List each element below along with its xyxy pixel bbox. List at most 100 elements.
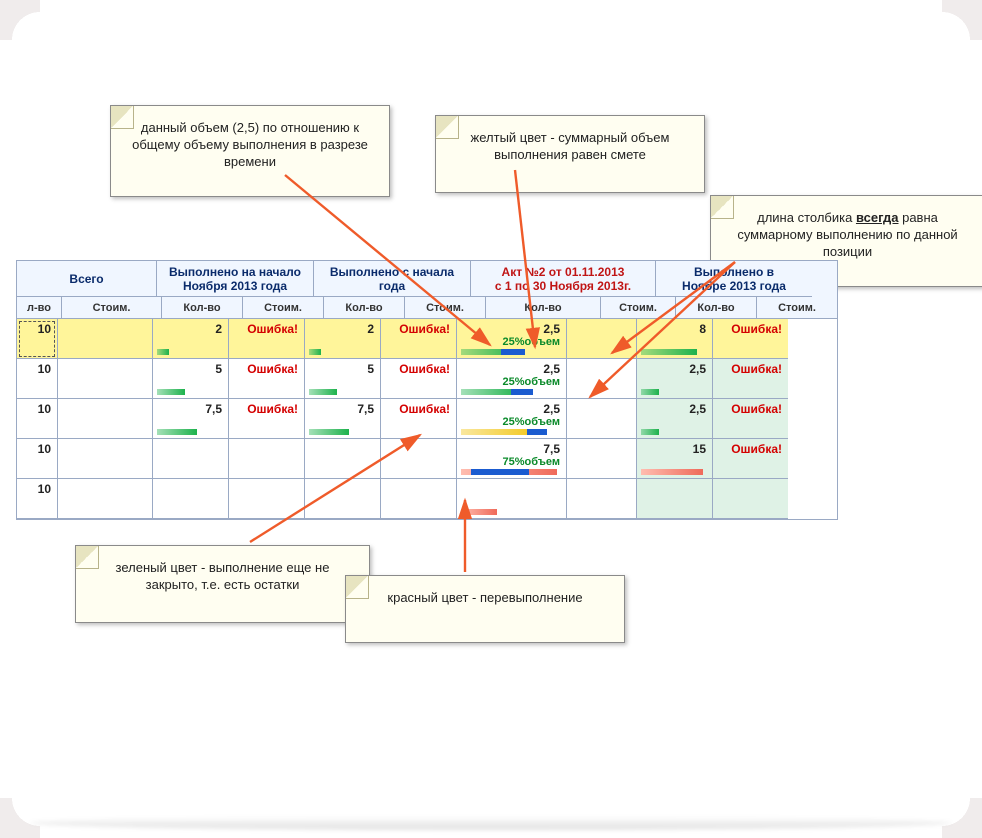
table-cell	[57, 359, 152, 399]
table-cell	[566, 319, 636, 359]
table-cell: 7,5	[152, 399, 228, 439]
percent-label: 25%объем	[502, 376, 560, 388]
callout-text: данный объем (2,5) по отношению к общему…	[132, 120, 368, 169]
table-cell: 10	[17, 319, 57, 359]
table-cell	[636, 479, 712, 519]
cell-value: 5	[215, 362, 222, 376]
progress-bar	[461, 509, 497, 515]
progress-marker	[511, 389, 533, 395]
table-cell	[380, 479, 456, 519]
table-cell: 2,525%объем	[456, 359, 566, 399]
table-cell	[57, 399, 152, 439]
cell-value: 2,5	[543, 402, 560, 416]
table-cell: Ошибка!	[380, 319, 456, 359]
table-cell	[304, 479, 380, 519]
table-cell: 5	[304, 359, 380, 399]
table-cell	[566, 399, 636, 439]
corner-decoration	[0, 0, 40, 40]
cell-value: 7,5	[357, 402, 374, 416]
cell-value: 10	[38, 362, 51, 376]
table-cell: 15	[636, 439, 712, 479]
table-cell	[304, 439, 380, 479]
callout-text: зеленый цвет - выполнение еще не закрыто…	[116, 560, 330, 592]
table-cell: 2,525%объем	[456, 319, 566, 359]
table-row: 10	[17, 479, 837, 519]
column-group-header: Выполнено в Ноябре 2013 года	[655, 261, 812, 297]
table-cell: Ошибка!	[712, 359, 788, 399]
table-cell: 2	[304, 319, 380, 359]
progress-table: ВсегоВыполнено на начало Ноября 2013 год…	[16, 260, 838, 520]
cell-value: 10	[38, 482, 51, 496]
cell-value: 2	[215, 322, 222, 336]
cell-value: 10	[38, 402, 51, 416]
cell-value: 5	[367, 362, 374, 376]
cell-value: 7,5	[205, 402, 222, 416]
table-row: 105Ошибка!5Ошибка!2,525%объем2,5Ошибка!	[17, 359, 837, 399]
cell-value: 2	[367, 322, 374, 336]
error-value: Ошибка!	[399, 362, 450, 376]
table-cell: 2,5	[636, 399, 712, 439]
table-header-groups: ВсегоВыполнено на начало Ноября 2013 год…	[17, 261, 837, 297]
corner-decoration	[0, 798, 40, 838]
cell-value: 8	[699, 322, 706, 336]
error-value: Ошибка!	[731, 322, 782, 336]
table-cell	[380, 439, 456, 479]
error-value: Ошибка!	[399, 322, 450, 336]
column-header: Стоим.	[404, 297, 485, 319]
table-header-columns: л-воСтоим.Кол-воСтоим.Кол-воСтоим.Кол-во…	[17, 297, 837, 319]
table-cell: Ошибка!	[380, 399, 456, 439]
callout-text-pre: длина столбика	[757, 210, 856, 225]
table-cell	[57, 479, 152, 519]
table-cell: 2,5	[636, 359, 712, 399]
progress-marker	[471, 469, 529, 475]
table-cell: Ошибка!	[380, 359, 456, 399]
column-header: Стоим.	[61, 297, 161, 319]
cell-value: 2,5	[689, 362, 706, 376]
table-cell: Ошибка!	[228, 319, 304, 359]
callout-green-meaning: зеленый цвет - выполнение еще не закрыто…	[75, 545, 370, 623]
error-value: Ошибка!	[247, 322, 298, 336]
column-header: Кол-во	[675, 297, 756, 319]
column-header: Стоим.	[242, 297, 323, 319]
table-cell: 7,575%объем	[456, 439, 566, 479]
callout-text-bold: всегда	[856, 210, 899, 225]
callout-text: красный цвет - перевыполнение	[387, 590, 582, 605]
cell-value: 15	[693, 442, 706, 456]
progress-bar	[157, 349, 169, 355]
column-header: Стоим.	[600, 297, 675, 319]
progress-bar	[309, 429, 349, 435]
progress-marker	[501, 349, 525, 355]
corner-decoration	[942, 798, 982, 838]
error-value: Ошибка!	[731, 362, 782, 376]
table-cell: 2	[152, 319, 228, 359]
table-row: 107,5Ошибка!7,5Ошибка!2,525%объем2,5Ошиб…	[17, 399, 837, 439]
percent-label: 75%объем	[502, 456, 560, 468]
corner-decoration	[942, 0, 982, 40]
cell-value: 10	[38, 442, 51, 456]
table-cell	[566, 439, 636, 479]
shadow-decoration	[30, 816, 952, 830]
cell-value: 2,5	[543, 362, 560, 376]
progress-bar	[157, 389, 185, 395]
column-group-header: Выполнено на начало Ноября 2013 года	[156, 261, 313, 297]
table-cell: Ошибка!	[228, 399, 304, 439]
callout-red-meaning: красный цвет - перевыполнение	[345, 575, 625, 643]
table-cell: 10	[17, 479, 57, 519]
table-cell	[566, 359, 636, 399]
table-cell: Ошибка!	[712, 439, 788, 479]
table-cell: Ошибка!	[712, 399, 788, 439]
column-header: л-во	[17, 297, 61, 319]
table-cell	[566, 479, 636, 519]
table-cell: 10	[17, 399, 57, 439]
error-value: Ошибка!	[731, 442, 782, 456]
table-cell: Ошибка!	[228, 359, 304, 399]
cell-value: 7,5	[543, 442, 560, 456]
column-group-header: Выполнено с начала года	[313, 261, 470, 297]
table-row: 10 2 Ошибка! 2 Ошибка! 2,525%объем 8 Ошибка!	[17, 319, 837, 359]
table-cell	[228, 439, 304, 479]
progress-bar	[641, 429, 659, 435]
table-cell	[712, 479, 788, 519]
error-value: Ошибка!	[247, 362, 298, 376]
column-group-header: Акт №2 от 01.11.2013 с 1 по 30 Ноября 20…	[470, 261, 655, 297]
table-cell	[456, 479, 566, 519]
